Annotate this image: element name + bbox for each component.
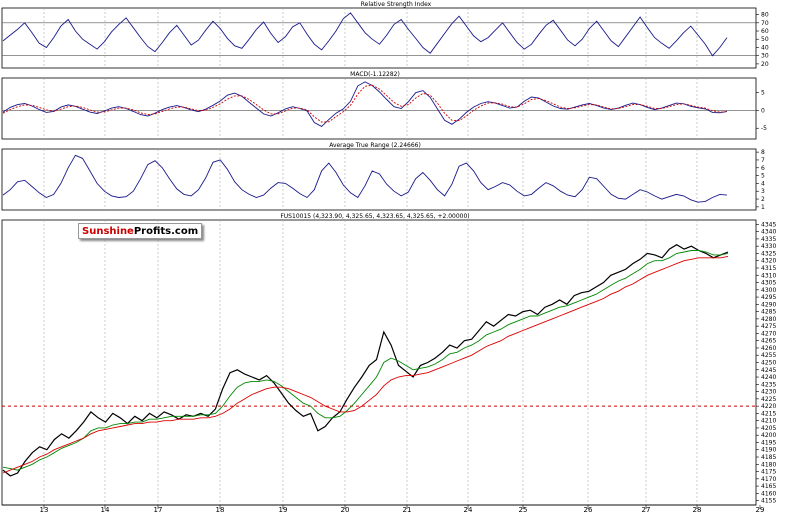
x-tick-label-3: 18 xyxy=(216,506,225,512)
rsi-ytick-label-5: 70 xyxy=(761,20,769,27)
price-series-0 xyxy=(2,244,729,477)
x-axis: 13 14 17 18 19 20 21 24 25 26 27 28 29 xyxy=(2,504,765,512)
price-ytick-label-0: 4155 xyxy=(761,498,776,505)
x-tick-label-9: 26 xyxy=(584,506,593,512)
x-tick-label-1: 14 xyxy=(101,506,110,512)
price-ytick-label-20: 4255 xyxy=(761,352,776,359)
price-ytick-label-6: 4185 xyxy=(761,454,776,461)
atr-ytick-label-0: 1 xyxy=(761,204,765,211)
price-ytick-label-12: 4215 xyxy=(761,410,776,417)
price-ytick-label-32: 4315 xyxy=(761,265,776,272)
atr-ytick-label-2: 3 xyxy=(761,188,765,195)
price-ytick-label-26: 4285 xyxy=(761,309,776,316)
atr-ytick-label-4: 5 xyxy=(761,173,765,180)
rsi-panel: Relative Strength Index xyxy=(361,1,432,8)
atr-ytick-label-3: 4 xyxy=(761,180,765,187)
x-tick-label-8: 25 xyxy=(519,506,528,512)
x-tick-label-5: 20 xyxy=(341,506,350,512)
atr-ytick-label-1: 2 xyxy=(761,196,765,203)
rsi-ytick-label-2: 40 xyxy=(761,44,769,51)
x-tick-label-7: 24 xyxy=(464,506,473,512)
macd-series-1 xyxy=(2,84,728,123)
price-panel: FUS10015 (4,323.90, 4,325.65, 4,323.65, … xyxy=(280,213,469,220)
atr-series-0 xyxy=(2,154,728,203)
rsi-title: Relative Strength Index xyxy=(361,1,432,8)
price-ytick-label-30: 4305 xyxy=(761,280,776,287)
logo-part1: Sunshine xyxy=(82,225,134,237)
price-ytick-label-8: 4195 xyxy=(761,439,776,446)
atr-title: Average True Range (2.24666) xyxy=(329,142,421,149)
price-ytick-label-37: 4340 xyxy=(761,229,776,236)
price-ytick-label-11: 4210 xyxy=(761,418,776,425)
x-tick-label-6: 21 xyxy=(403,506,412,512)
macd-title: MACD(-1.12282) xyxy=(350,71,400,78)
price-ytick-label-34: 4325 xyxy=(761,250,776,257)
macd-ytick-label-1: 0 xyxy=(761,107,765,114)
price-plot: 4155416041654170417541804185419041954200… xyxy=(1,219,776,506)
price-ytick-label-14: 4225 xyxy=(761,396,776,403)
atr-ytick-label-7: 8 xyxy=(761,149,765,156)
price-ytick-label-31: 4310 xyxy=(761,272,776,279)
atr-ytick-label-6: 7 xyxy=(761,157,765,164)
rsi-ytick-label-0: 20 xyxy=(761,61,769,68)
price-ytick-label-36: 4335 xyxy=(761,236,776,243)
sunshine-profits-logo: Sunshine Profits.com xyxy=(78,223,203,239)
price-ytick-label-23: 4270 xyxy=(761,330,776,337)
macd-ytick-label-0: -5 xyxy=(761,125,767,132)
macd-series-0 xyxy=(2,81,728,127)
price-ytick-label-10: 4205 xyxy=(761,425,776,432)
macd-panel: MACD(-1.12282) xyxy=(350,71,400,78)
atr-frame xyxy=(1,148,757,211)
price-ytick-label-1: 4160 xyxy=(761,490,776,497)
price-ytick-label-7: 4190 xyxy=(761,447,776,454)
price-ytick-label-38: 4345 xyxy=(761,221,776,228)
price-title: FUS10015 (4,323.90, 4,325.65, 4,323.65, … xyxy=(280,213,469,220)
price-ytick-label-27: 4290 xyxy=(761,301,776,308)
price-ytick-label-2: 4165 xyxy=(761,483,776,490)
price-ytick-label-17: 4240 xyxy=(761,374,776,381)
price-ytick-label-3: 4170 xyxy=(761,476,776,483)
price-series-2 xyxy=(2,255,729,474)
macd-ytick-label-2: 5 xyxy=(761,89,765,96)
rsi-ytick-label-6: 80 xyxy=(761,12,769,19)
price-ytick-label-5: 4180 xyxy=(761,461,776,468)
price-frame xyxy=(1,219,757,506)
price-ytick-label-4: 4175 xyxy=(761,469,776,476)
price-ytick-label-33: 4320 xyxy=(761,258,776,265)
macd-plot: -5 0 5 xyxy=(1,77,767,140)
macd-frame xyxy=(1,77,757,140)
x-tick-label-2: 17 xyxy=(154,506,163,512)
price-series-1 xyxy=(2,250,729,471)
price-ytick-label-25: 4280 xyxy=(761,316,776,323)
rsi-frame xyxy=(1,7,757,69)
price-ytick-label-21: 4260 xyxy=(761,345,776,352)
price-ytick-label-29: 4300 xyxy=(761,287,776,294)
atr-panel: Average True Range (2.24666) xyxy=(329,142,421,149)
price-ytick-label-15: 4230 xyxy=(761,389,776,396)
x-tick-label-4: 19 xyxy=(279,506,288,512)
price-ytick-label-24: 4275 xyxy=(761,323,776,330)
rsi-ytick-label-1: 30 xyxy=(761,53,769,60)
x-tick-label-11: 28 xyxy=(693,506,702,512)
price-ytick-label-28: 4295 xyxy=(761,294,776,301)
rsi-ytick-label-3: 50 xyxy=(761,36,769,43)
x-tick-label-12: 29 xyxy=(756,506,765,512)
price-ytick-label-22: 4265 xyxy=(761,338,776,345)
price-ytick-label-18: 4245 xyxy=(761,367,776,374)
rsi-ytick-label-4: 60 xyxy=(761,28,769,35)
price-ytick-label-35: 4330 xyxy=(761,243,776,250)
x-tick-label-10: 27 xyxy=(642,506,651,512)
atr-ytick-label-5: 6 xyxy=(761,165,765,172)
x-tick-label-0: 13 xyxy=(40,506,49,512)
price-ytick-label-16: 4235 xyxy=(761,381,776,388)
logo-part2: Profits.com xyxy=(133,225,199,237)
price-ytick-label-19: 4250 xyxy=(761,360,776,367)
price-ytick-label-13: 4220 xyxy=(761,403,776,410)
price-ytick-label-9: 4200 xyxy=(761,432,776,439)
rsi-series-0 xyxy=(2,12,728,57)
